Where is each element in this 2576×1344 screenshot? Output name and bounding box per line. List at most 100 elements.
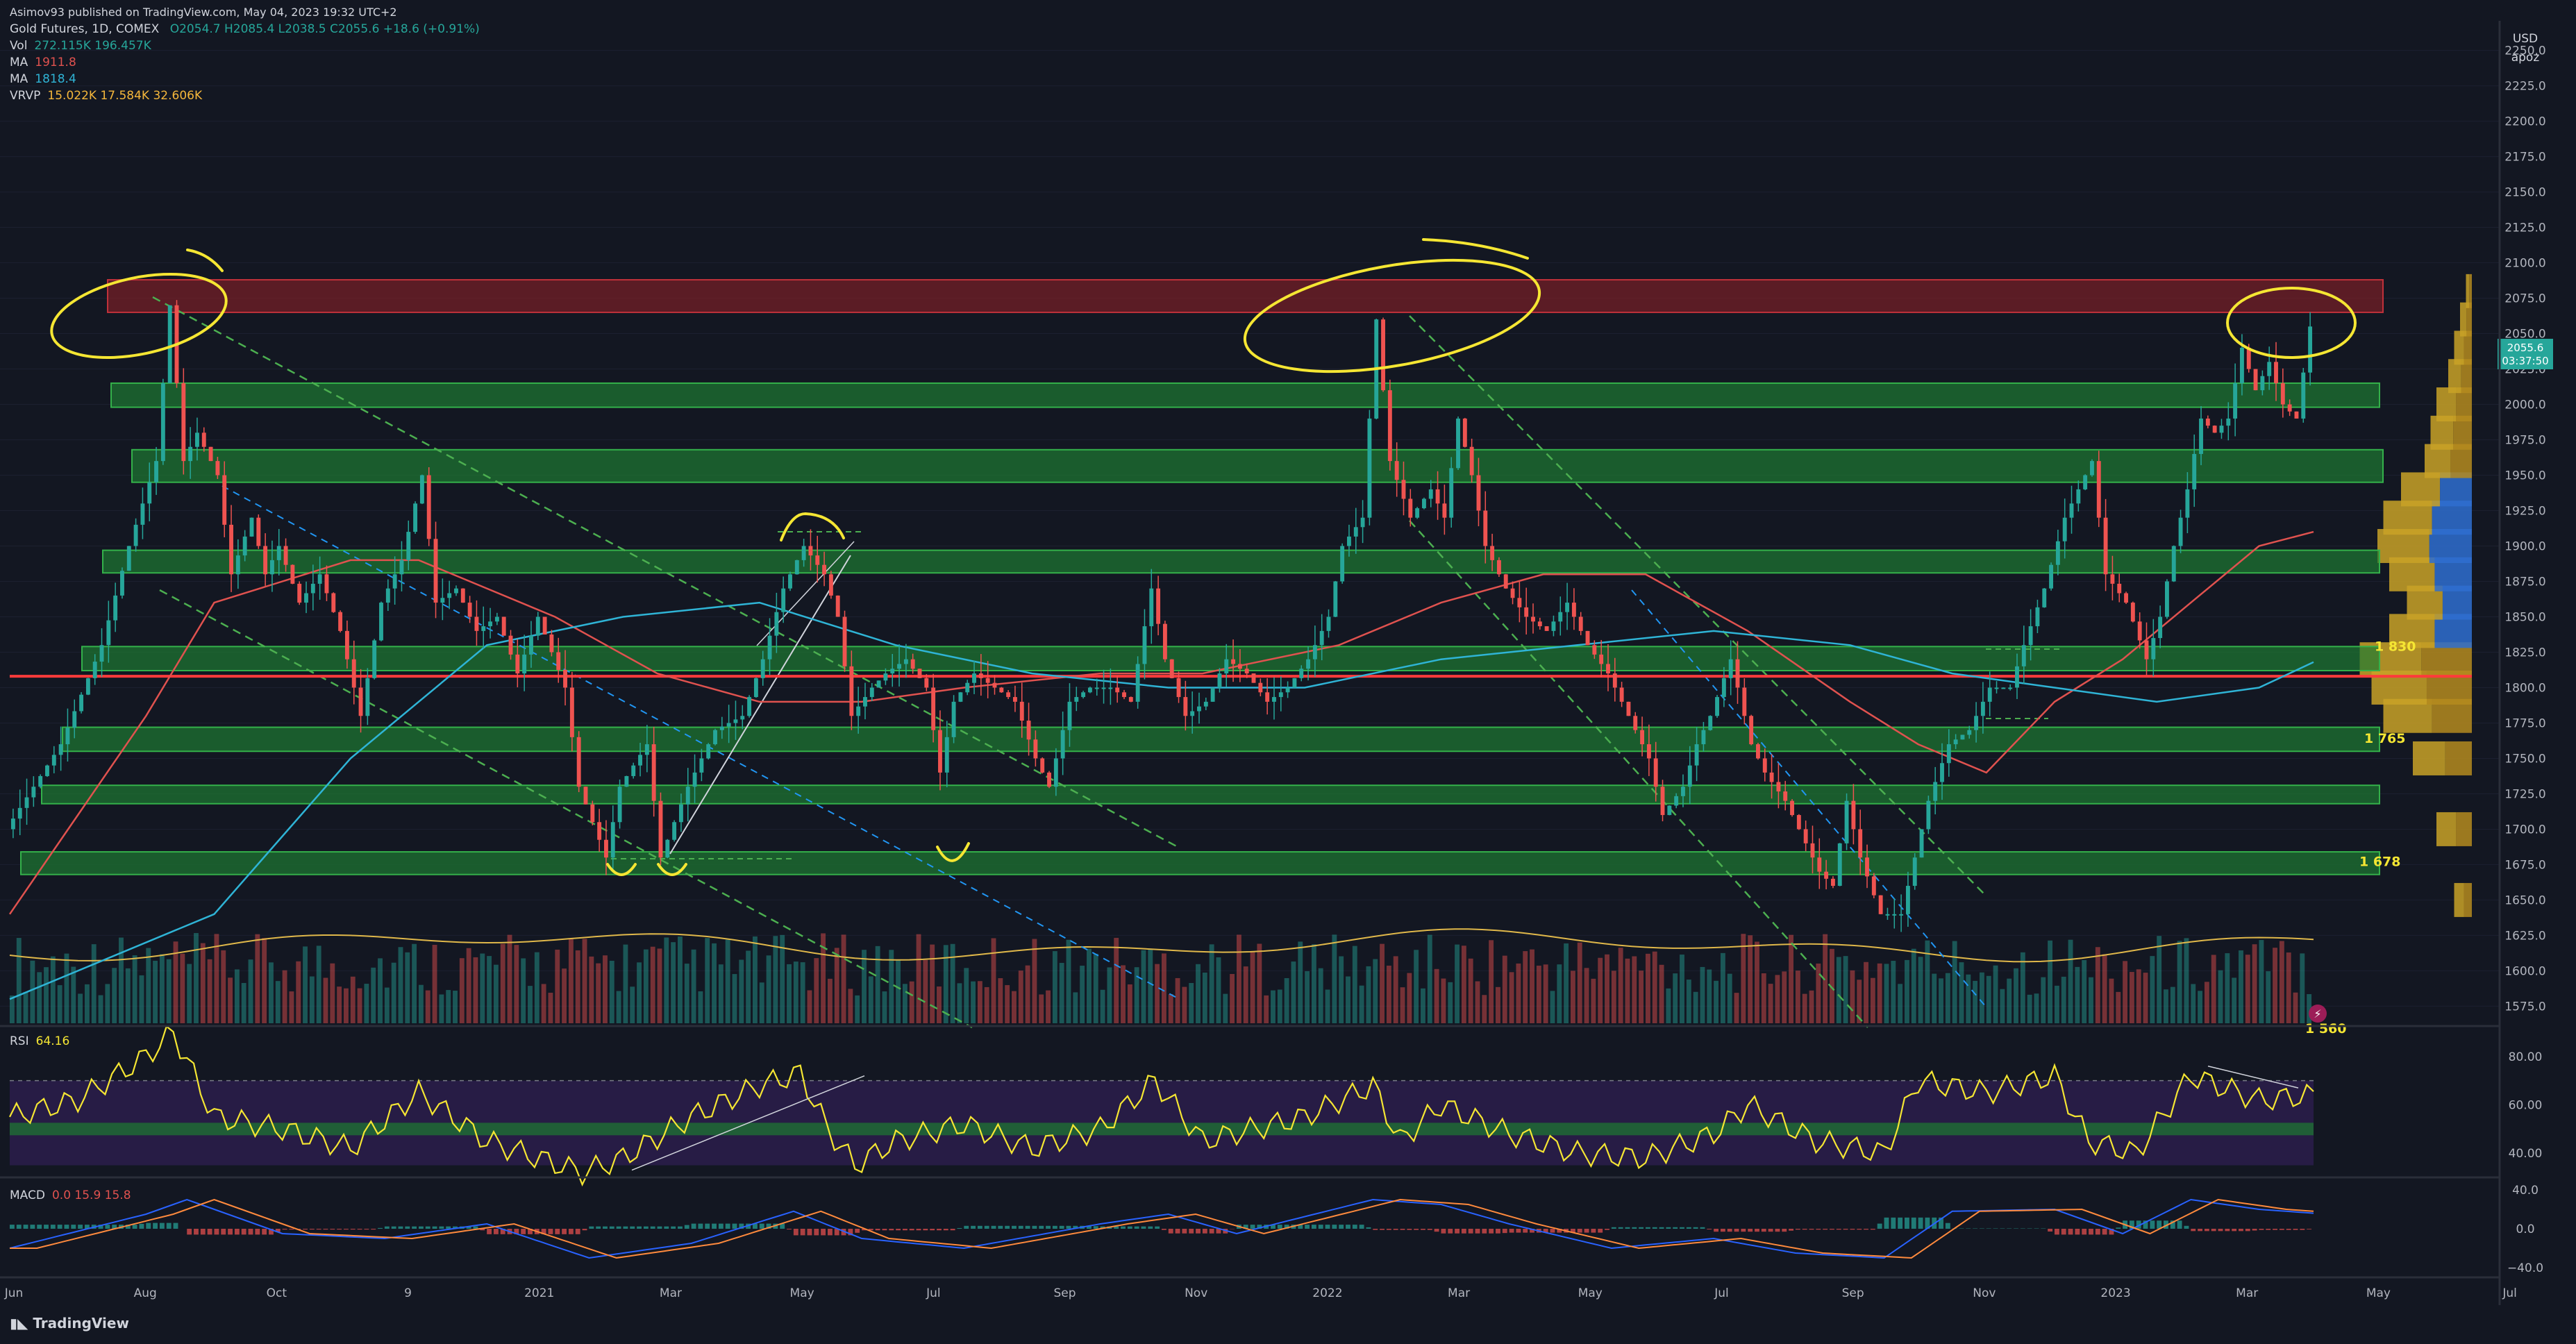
vp-bar-down: [2434, 557, 2472, 591]
volume-bar: [1080, 966, 1085, 1023]
candle-body: [1776, 782, 1781, 792]
volume-bar: [1196, 964, 1201, 1023]
macd-pane[interactable]: −40.0 0.0 40.0: [9, 1184, 2543, 1275]
volume-bar: [1707, 969, 1712, 1023]
volume-bar: [2000, 989, 2005, 1023]
candle-body: [1660, 787, 1665, 816]
volume-bar: [2293, 992, 2298, 1023]
volume-bar: [1461, 946, 1466, 1023]
candle-body: [399, 560, 404, 575]
macd-histogram-bar: [228, 1229, 233, 1235]
volume-bar: [1530, 949, 1534, 1023]
macd-histogram-bar: [1298, 1225, 1303, 1229]
price-axis[interactable]: 1575.0 1600.0 1625.0 1650.0 1675.0 1700.0 1725…: [2504, 44, 2545, 1014]
macd-histogram-bar: [418, 1226, 424, 1229]
candle-body: [1810, 843, 1815, 858]
macd-histogram-bar: [2164, 1220, 2168, 1229]
macd-histogram-bar: [1461, 1229, 1466, 1234]
volume-bar: [1911, 948, 1916, 1023]
support-zone: [81, 646, 2380, 671]
resistance-zone: [107, 279, 2384, 313]
lightning-icon[interactable]: [2309, 1005, 2327, 1023]
price-tick-label: 2100.0: [2504, 257, 2545, 271]
macd-histogram-bar: [562, 1229, 567, 1234]
macd-histogram-bar: [16, 1225, 22, 1229]
candle-body: [310, 583, 315, 594]
macd-histogram-bar: [2300, 1229, 2305, 1230]
candle-body: [1524, 607, 1529, 617]
macd-histogram-bar: [875, 1229, 880, 1231]
ma1-legend[interactable]: MA 1911.8: [10, 56, 76, 69]
volume-bar: [1755, 941, 1759, 1023]
vp-bar-up: [2389, 557, 2435, 591]
candle-body: [1040, 758, 1045, 773]
candle-body: [1646, 744, 1651, 759]
candle-body: [1258, 682, 1263, 693]
volume-bar: [1686, 980, 1691, 1023]
candle-body: [863, 697, 867, 707]
candle-body: [2021, 645, 2026, 666]
rsi-pane[interactable]: 40.00 60.00 80.00: [9, 1025, 2543, 1187]
volume-bar: [1373, 959, 1378, 1023]
candle-body: [1128, 697, 1133, 702]
candle-body: [1006, 692, 1011, 698]
candle-body: [2137, 621, 2142, 641]
volume-bar: [623, 944, 628, 1023]
candle-body: [910, 659, 915, 669]
candle-body: [719, 726, 724, 730]
volume-bar: [902, 984, 908, 1023]
macd-histogram-bar: [1782, 1229, 1787, 1232]
macd-legend[interactable]: MACD 0.0 15.9 15.8: [10, 1188, 131, 1202]
candle-body: [2260, 376, 2265, 391]
vp-bar-down: [2466, 302, 2472, 337]
rsi-tick-label: 40.00: [2509, 1147, 2543, 1161]
macd-histogram-bar: [30, 1225, 35, 1229]
candle-body: [767, 635, 772, 660]
macd-histogram-bar: [582, 1229, 587, 1231]
candle-body: [467, 603, 472, 617]
volume-bar: [609, 960, 614, 1023]
candle-body: [1721, 678, 1726, 698]
candle-body: [1851, 800, 1856, 830]
ma2-legend[interactable]: MA 1818.4: [10, 72, 76, 86]
volume-bar: [1645, 953, 1650, 1023]
volume-bar: [589, 956, 594, 1023]
candle-body: [2049, 564, 2054, 589]
volume-bar: [2204, 982, 2209, 1023]
time-axis[interactable]: Jun Aug Oct 9 2021 Mar May Jul Sep Nov 2022 Mar May J…: [4, 1286, 2517, 1300]
candle-body: [1551, 621, 1556, 631]
candle-body: [1510, 588, 1515, 598]
tradingview-logo[interactable]: ▮◣ TradingView: [10, 1315, 129, 1332]
volume-bar: [1175, 977, 1180, 1023]
macd-histogram-bar: [1046, 1225, 1051, 1229]
macd-histogram-bar: [2232, 1229, 2237, 1232]
macd-histogram-bar: [1373, 1229, 1378, 1230]
vol-legend[interactable]: Vol 272.115K 196.457K: [10, 39, 151, 53]
macd-histogram-bar: [1761, 1229, 1766, 1232]
candle-body: [1619, 687, 1624, 702]
candle-body: [822, 564, 827, 575]
macd-histogram-bar: [146, 1223, 151, 1229]
macd-histogram-bar: [1877, 1223, 1882, 1229]
volume-bar: [1557, 964, 1562, 1023]
macd-histogram-bar: [37, 1225, 42, 1229]
vrvp-legend[interactable]: VRVP 15.022K 17.584K 32.606K: [10, 89, 203, 103]
candle-body: [1905, 886, 1910, 914]
rsi-legend[interactable]: RSI 64.16: [10, 1034, 70, 1048]
candle-body: [815, 555, 820, 565]
volume-bar: [1850, 970, 1855, 1023]
time-tick-label: Jul: [1714, 1286, 1729, 1300]
price-tick-label: 1850.0: [2504, 610, 2545, 624]
price-tick-label: 2250.0: [2504, 44, 2545, 58]
candle-body: [1142, 626, 1147, 664]
volume-bar: [37, 972, 42, 1023]
macd-histogram-bar: [800, 1229, 805, 1236]
volume-bar: [2218, 970, 2223, 1023]
volume-bar: [732, 974, 737, 1023]
volume-bar: [1482, 995, 1487, 1023]
volume-bar: [1182, 986, 1187, 1023]
volume-bar: [1966, 974, 1971, 1023]
symbol-title[interactable]: Gold Futures, 1D, COMEX: [10, 22, 160, 36]
macd-histogram-bar: [596, 1226, 601, 1229]
